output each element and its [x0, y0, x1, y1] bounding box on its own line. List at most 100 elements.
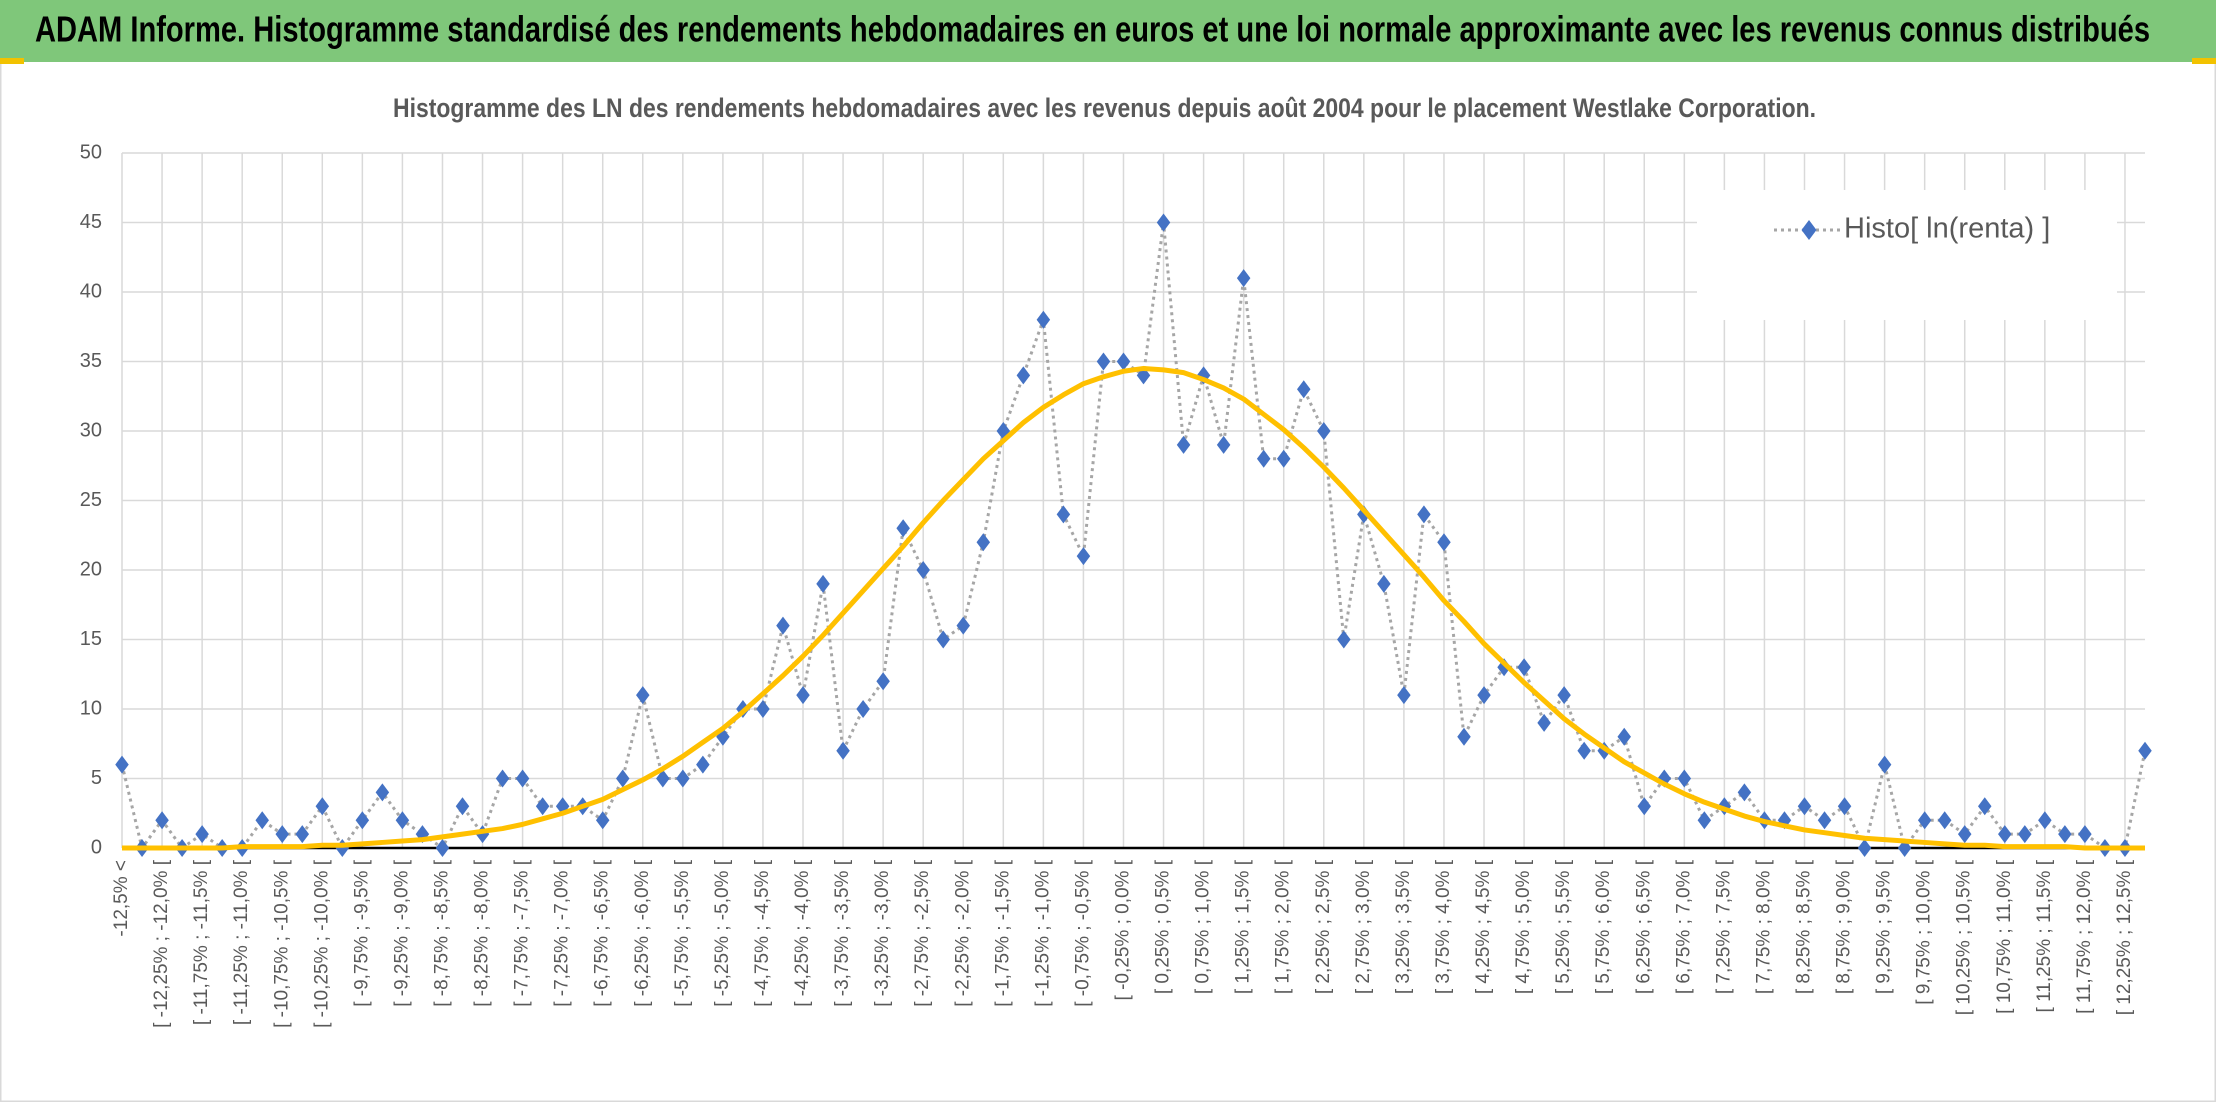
marker — [355, 811, 370, 830]
x-tick-label: [ 10,25% ; 10,5% [ — [1954, 859, 1975, 1015]
x-tick-label: [ 0,25% ; 0,5% [ — [1153, 859, 1174, 994]
x-tick-label: [ 3,75% ; 4,0% [ — [1433, 859, 1454, 994]
x-tick-label: [ 8,75% ; 9,0% [ — [1834, 859, 1855, 994]
y-tick-label: 50 — [80, 141, 102, 163]
marker — [2078, 825, 2092, 844]
marker — [1297, 380, 1311, 399]
marker — [1617, 727, 1631, 746]
marker — [1457, 727, 1471, 746]
marker — [395, 811, 410, 830]
x-tick-label: [ 5,25% ; 5,5% [ — [1553, 859, 1574, 994]
y-tick-label: 5 — [91, 767, 102, 789]
marker — [275, 825, 289, 844]
marker — [615, 769, 630, 788]
marker — [1577, 741, 1591, 760]
marker — [1937, 811, 1952, 830]
marker — [1016, 366, 1031, 385]
x-tick-label: -12,5% < — [111, 860, 132, 937]
marker — [976, 533, 991, 552]
marker — [1036, 310, 1051, 329]
marker — [1517, 658, 1531, 677]
x-tick-label: [ 6,25% ; 6,5% [ — [1633, 859, 1654, 994]
marker — [776, 616, 790, 635]
marker — [1076, 547, 1091, 566]
marker — [595, 811, 610, 830]
x-tick-label: [ 0,75% ; 1,0% [ — [1193, 859, 1214, 994]
marker — [1857, 839, 1872, 857]
marker — [896, 519, 910, 538]
marker — [856, 700, 870, 718]
x-tick-label: [ -0,25% ; 0,0% [ — [1113, 859, 1134, 1000]
corner — [2192, 58, 2216, 64]
marker — [495, 769, 510, 788]
marker — [1477, 686, 1491, 705]
x-tick-label: [ 8,25% ; 8,5% [ — [1794, 859, 1815, 994]
marker — [796, 686, 810, 705]
x-tick-label: [ -4,75% ; -4,5% [ — [752, 859, 773, 1007]
marker — [2018, 825, 2032, 844]
marker — [1817, 811, 1832, 830]
x-tick-label: [ -3,75% ; -3,5% [ — [832, 859, 853, 1007]
marker — [1096, 352, 1111, 371]
marker — [435, 839, 450, 857]
marker — [1176, 435, 1191, 454]
marker — [676, 769, 690, 788]
y-tick-label: 10 — [80, 697, 102, 719]
marker — [2138, 741, 2152, 760]
marker — [656, 769, 670, 788]
corner — [0, 58, 24, 64]
x-tick-label: [ -4,25% ; -4,0% [ — [792, 859, 813, 1007]
x-tick-label: [ -11,25% ; -11,0% [ — [231, 859, 252, 1025]
marker — [1377, 574, 1391, 593]
y-tick-label: 40 — [80, 280, 102, 302]
x-tick-label: [ 11,25% ; 11,5% [ — [2034, 859, 2055, 1012]
y-tick-label: 15 — [80, 628, 102, 650]
x-tick-label: [ -10,25% ; -10,0% [ — [311, 859, 332, 1028]
marker — [1998, 825, 2012, 844]
marker — [515, 769, 530, 788]
legend-box — [1697, 190, 2117, 320]
x-tick-label: [ -12,25% ; -12,0% [ — [151, 859, 172, 1028]
x-tick-label: [ -9,75% ; -9,5% [ — [351, 859, 372, 1007]
marker — [876, 672, 890, 691]
x-tick-label: [ 1,25% ; 1,5% [ — [1233, 859, 1254, 994]
marker — [1837, 797, 1852, 816]
x-tick-label: [ -1,25% ; -1,0% [ — [1032, 859, 1053, 1007]
marker — [535, 797, 550, 816]
x-tick-label: [ -0,75% ; -0,5% [ — [1072, 859, 1093, 1007]
header-bar — [0, 0, 2216, 62]
marker — [1737, 783, 1752, 802]
x-tick-label: [ 2,75% ; 3,0% [ — [1353, 859, 1374, 994]
marker — [956, 616, 970, 635]
marker — [375, 783, 390, 802]
marker — [836, 741, 850, 760]
marker — [115, 755, 129, 774]
marker — [1957, 825, 1972, 844]
x-tick-label: [ 1,75% ; 2,0% [ — [1273, 859, 1294, 994]
y-tick-label: 0 — [91, 836, 102, 858]
marker — [1216, 435, 1231, 454]
chart-title: Histogramme des LN des rendements hebdom… — [393, 93, 1816, 123]
marker — [1156, 213, 1171, 232]
x-tick-label: [ 9,25% ; 9,5% [ — [1874, 859, 1895, 994]
legend-marker — [1801, 220, 1817, 240]
marker — [816, 574, 830, 593]
x-tick-label: [ 7,25% ; 7,5% [ — [1713, 859, 1734, 994]
marker — [1276, 449, 1291, 468]
x-tick-label: [ -5,75% ; -5,5% [ — [672, 859, 693, 1007]
x-tick-label: [ -5,25% ; -5,0% [ — [712, 859, 733, 1007]
x-tick-label: [ -6,75% ; -6,5% [ — [592, 859, 613, 1007]
marker — [916, 561, 930, 579]
marker — [2038, 811, 2052, 830]
y-tick-label: 45 — [80, 211, 102, 233]
y-tick-label: 25 — [80, 489, 102, 511]
x-tick-label: [ -7,25% ; -7,0% [ — [552, 859, 573, 1007]
x-tick-label: [ -11,75% ; -11,5% [ — [191, 859, 212, 1025]
x-tick-label: [ -7,75% ; -7,5% [ — [512, 859, 533, 1007]
marker — [2058, 825, 2072, 844]
marker — [1797, 797, 1812, 816]
x-tick-label: [ 5,75% ; 6,0% [ — [1593, 859, 1614, 994]
x-tick-label: [ 7,75% ; 8,0% [ — [1753, 859, 1774, 994]
